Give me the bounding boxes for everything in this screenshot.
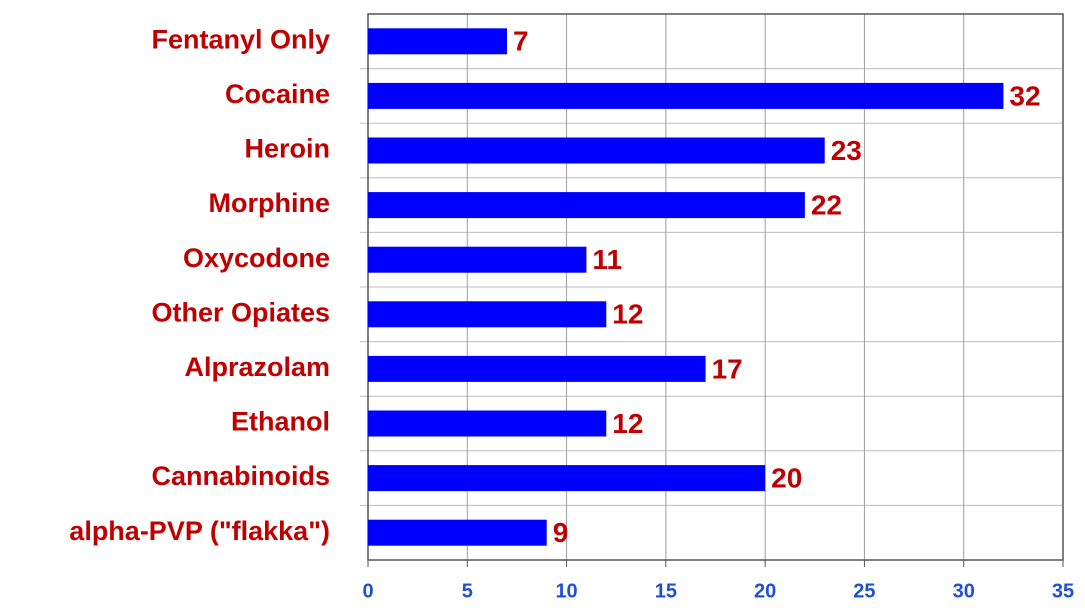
y-tick-label: Cocaine bbox=[225, 79, 330, 109]
x-tick-label: 35 bbox=[1052, 580, 1074, 602]
plot-border bbox=[367, 13, 1064, 561]
value-label: 9 bbox=[553, 517, 569, 548]
x-tick-label: 5 bbox=[462, 580, 473, 602]
value-label: 32 bbox=[1009, 80, 1040, 111]
bar bbox=[368, 28, 507, 55]
x-tick-label: 10 bbox=[555, 580, 577, 602]
bar bbox=[368, 137, 825, 164]
value-label: 7 bbox=[513, 26, 529, 57]
value-label: 22 bbox=[811, 189, 842, 220]
bar bbox=[368, 410, 607, 437]
x-tick-label: 30 bbox=[953, 580, 975, 602]
bar bbox=[368, 82, 1004, 109]
y-tick-label: alpha-PVP ("flakka") bbox=[69, 516, 330, 546]
y-tick-label: Oxycodone bbox=[183, 243, 330, 273]
bar bbox=[368, 246, 587, 273]
y-tick-label: Other Opiates bbox=[151, 297, 330, 327]
value-label: 12 bbox=[612, 408, 643, 439]
value-label: 17 bbox=[712, 353, 743, 384]
x-tick-label: 15 bbox=[655, 580, 677, 602]
bar bbox=[368, 519, 547, 546]
y-tick-label: Ethanol bbox=[231, 407, 330, 437]
x-tick-label: 20 bbox=[754, 580, 776, 602]
value-label: 11 bbox=[592, 244, 622, 275]
value-label: 23 bbox=[831, 135, 862, 166]
bar bbox=[368, 192, 805, 219]
y-tick-label: Morphine bbox=[209, 188, 331, 218]
y-tick-label: Fentanyl Only bbox=[151, 24, 330, 54]
value-label: 12 bbox=[612, 299, 643, 330]
bar bbox=[368, 355, 706, 382]
bar bbox=[368, 465, 766, 492]
x-tick-label: 0 bbox=[362, 580, 373, 602]
y-tick-label: Heroin bbox=[244, 134, 330, 164]
x-tick-label: 25 bbox=[853, 580, 875, 602]
bar bbox=[368, 301, 607, 328]
y-tick-label: Cannabinoids bbox=[151, 461, 330, 491]
value-label: 20 bbox=[771, 462, 802, 493]
y-tick-label: Alprazolam bbox=[184, 352, 330, 382]
